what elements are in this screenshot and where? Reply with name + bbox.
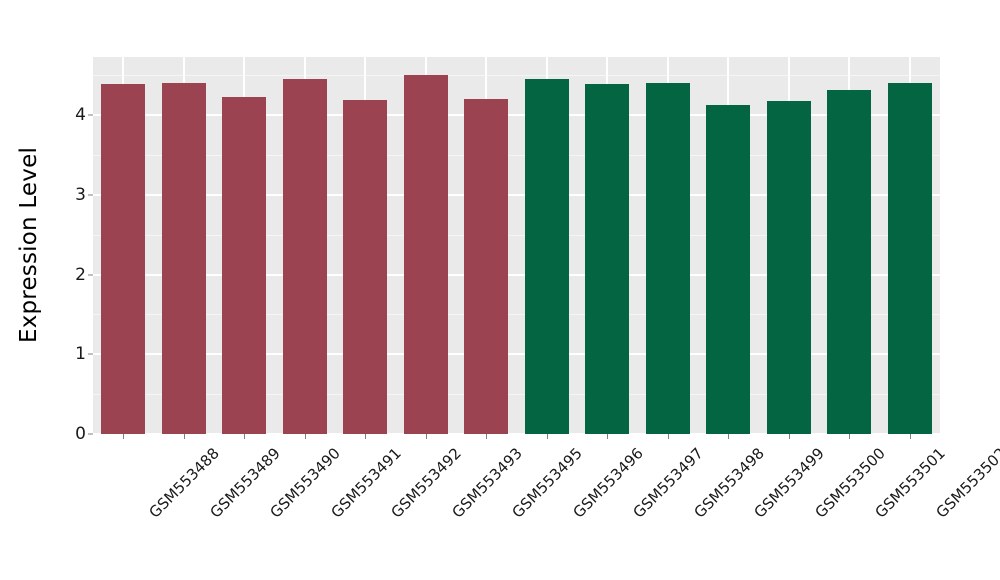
bar [585, 84, 630, 434]
x-axis-tick-area [93, 434, 940, 440]
x-axis-tick-mark [486, 434, 488, 439]
y-axis-tick-mark [88, 194, 93, 196]
bar [887, 83, 932, 434]
y-axis-tick-label: 4 [75, 105, 86, 126]
gridline-major [93, 193, 940, 196]
gridline-major [93, 353, 940, 356]
plot-panel [93, 57, 940, 434]
x-axis-tick-mark [788, 434, 790, 439]
y-axis-tick-mark [88, 114, 93, 116]
y-axis-tick-label: 1 [75, 344, 86, 365]
y-axis-tick-mark [88, 353, 93, 355]
y-axis-title-label: Expression Level [16, 146, 43, 344]
x-axis-tick-mark [183, 434, 185, 439]
gridline-minor [93, 155, 940, 157]
bar [403, 75, 448, 434]
x-axis-tick-mark [546, 434, 548, 439]
gridline-major [93, 114, 940, 117]
x-axis-tick-mark [849, 434, 851, 439]
gridline-minor [93, 394, 940, 396]
bar [706, 104, 751, 434]
x-axis-tick-mark [244, 434, 246, 439]
bar [766, 100, 811, 434]
gridline-minor [93, 75, 940, 77]
gridline-minor [93, 234, 940, 236]
y-axis-tick-area: 0 1 2 3 4 [58, 0, 93, 580]
y-axis-tick-mark [88, 433, 93, 435]
bar [222, 96, 267, 434]
bar [343, 100, 388, 434]
x-axis-tick-mark [909, 434, 911, 439]
gridline-major [93, 433, 940, 434]
y-axis-tick-label: 3 [75, 184, 86, 205]
bar [524, 79, 569, 434]
bar [827, 90, 872, 434]
y-axis-tick-mark [88, 274, 93, 276]
x-axis-tick-mark [123, 434, 125, 439]
x-axis-tick-mark [607, 434, 609, 439]
x-axis-label-area: GSM553488 GSM553489 GSM553490 GSM553491 GSM5… [93, 440, 1000, 580]
bar [645, 83, 690, 434]
x-axis-tick-mark [728, 434, 730, 439]
bar [101, 84, 146, 434]
bar [464, 99, 509, 434]
bar [161, 83, 206, 434]
gridline-major [93, 273, 940, 276]
y-axis-tick-label: 2 [75, 264, 86, 285]
y-axis-tick-label: 0 [75, 424, 86, 444]
x-axis-tick-mark [425, 434, 427, 439]
x-axis-tick-mark [304, 434, 306, 439]
x-axis-tick-mark [667, 434, 669, 439]
bar [282, 78, 327, 434]
y-axis-title: Expression Level [0, 0, 58, 490]
gridline-minor [93, 314, 940, 316]
x-axis-tick-mark [365, 434, 367, 439]
